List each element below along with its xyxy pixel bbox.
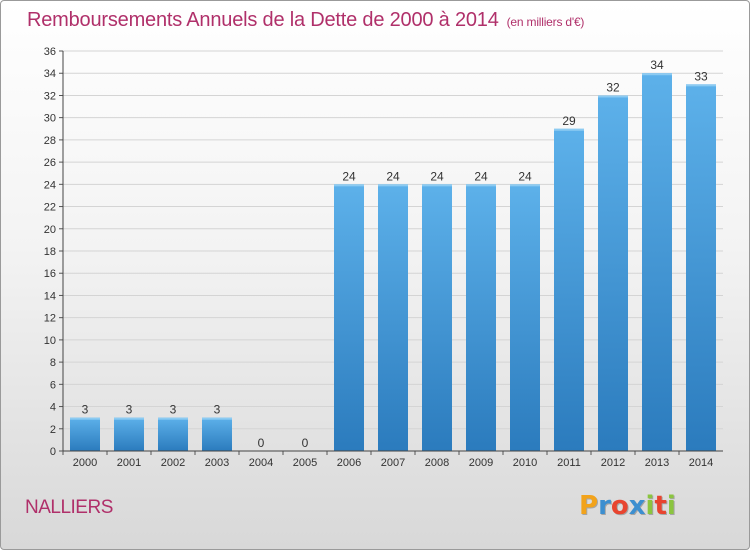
x-tick-label: 2003 xyxy=(205,457,229,469)
bar xyxy=(466,184,496,452)
y-tick-label: 0 xyxy=(50,446,56,458)
y-tick-label: 24 xyxy=(44,179,56,191)
y-tick-label: 32 xyxy=(44,90,56,102)
bar xyxy=(598,95,628,451)
chart-title-text: Remboursements Annuels de la Dette de 20… xyxy=(27,9,499,31)
bar-value-label: 33 xyxy=(694,69,708,83)
y-tick-label: 6 xyxy=(50,379,56,391)
logo-letter: r xyxy=(598,491,611,521)
y-tick-label: 10 xyxy=(44,335,56,347)
y-tick-label: 16 xyxy=(44,268,56,280)
bar-value-label: 3 xyxy=(214,403,221,417)
chart-title: Remboursements Annuels de la Dette de 20… xyxy=(27,9,584,32)
x-tick-label: 2005 xyxy=(293,457,317,469)
bar-highlight xyxy=(158,417,188,420)
logo-letter: P xyxy=(579,491,599,521)
x-tick-label: 2002 xyxy=(161,457,185,469)
bar xyxy=(114,417,144,451)
bar xyxy=(70,417,100,451)
bar-value-label: 24 xyxy=(518,169,532,183)
x-tick-label: 2000 xyxy=(73,457,97,469)
x-tick-label: 2009 xyxy=(469,457,493,469)
bar-highlight xyxy=(686,84,716,87)
proxiti-logo[interactable]: Proxiti xyxy=(579,491,676,521)
logo-letter: o xyxy=(610,491,629,521)
bar-highlight xyxy=(422,184,452,187)
bar-highlight xyxy=(598,95,628,98)
x-tick-label: 2001 xyxy=(117,457,141,469)
logo-letter: i xyxy=(666,491,676,521)
bar-value-label: 24 xyxy=(386,169,400,183)
bar xyxy=(158,417,188,451)
x-tick-label: 2013 xyxy=(645,457,669,469)
bar-value-label: 29 xyxy=(562,114,576,128)
x-tick-label: 2014 xyxy=(689,457,713,469)
bar-highlight xyxy=(114,417,144,420)
y-tick-label: 30 xyxy=(44,113,56,125)
y-tick-label: 12 xyxy=(44,313,56,325)
bar-value-label: 3 xyxy=(82,403,89,417)
bar-highlight xyxy=(466,184,496,187)
x-tick-label: 2006 xyxy=(337,457,361,469)
bar xyxy=(378,184,408,452)
x-axis-ticks: 2000 2001 2002 2003 2004 2005 2006 2007 2008 2009… xyxy=(62,451,713,469)
x-tick-label: 2007 xyxy=(381,457,405,469)
y-tick-label: 22 xyxy=(44,202,56,214)
bar-highlight xyxy=(334,184,364,187)
bar-highlight xyxy=(70,417,100,420)
bar-value-label: 24 xyxy=(342,169,356,183)
y-tick-label: 26 xyxy=(44,157,56,169)
logo-letter: i xyxy=(645,491,655,521)
bar-value-label: 0 xyxy=(258,436,265,450)
y-tick-label: 8 xyxy=(50,357,56,369)
y-tick-label: 2 xyxy=(50,424,56,436)
bar xyxy=(202,417,232,451)
bar xyxy=(422,184,452,452)
bar-highlight xyxy=(378,184,408,187)
bar xyxy=(554,128,584,451)
y-tick-label: 20 xyxy=(44,224,56,236)
bar-value-label: 24 xyxy=(430,169,444,183)
logo-letter: t xyxy=(654,491,667,521)
bar-value-label: 3 xyxy=(126,403,133,417)
y-tick-label: 28 xyxy=(44,135,56,147)
bar-highlight xyxy=(510,184,540,187)
x-tick-label: 2008 xyxy=(425,457,449,469)
logo-letter: x xyxy=(628,491,646,521)
bar xyxy=(510,184,540,452)
x-tick-label: 2012 xyxy=(601,457,625,469)
y-tick-label: 14 xyxy=(44,290,56,302)
bars xyxy=(70,73,716,452)
bar-value-label: 24 xyxy=(474,169,488,183)
bar-value-label: 32 xyxy=(606,80,620,94)
bar-value-label: 3 xyxy=(170,403,177,417)
x-tick-label: 2004 xyxy=(249,457,273,469)
y-tick-label: 36 xyxy=(44,46,56,58)
bar-highlight xyxy=(642,73,672,76)
commune-name: NALLIERS xyxy=(25,497,113,518)
x-tick-label: 2010 xyxy=(513,457,537,469)
bar-value-label: 34 xyxy=(650,58,664,72)
y-tick-label: 18 xyxy=(44,246,56,258)
chart-subtitle: (en milliers d'€) xyxy=(506,15,585,29)
bar xyxy=(642,73,672,451)
bar xyxy=(686,84,716,451)
bar-highlight xyxy=(554,128,584,131)
x-tick-label: 2011 xyxy=(557,457,581,469)
y-tick-label: 4 xyxy=(50,402,56,414)
y-tick-label: 34 xyxy=(44,68,56,80)
bar-value-label: 0 xyxy=(302,436,309,450)
bar xyxy=(334,184,364,452)
bar-highlight xyxy=(202,417,232,420)
